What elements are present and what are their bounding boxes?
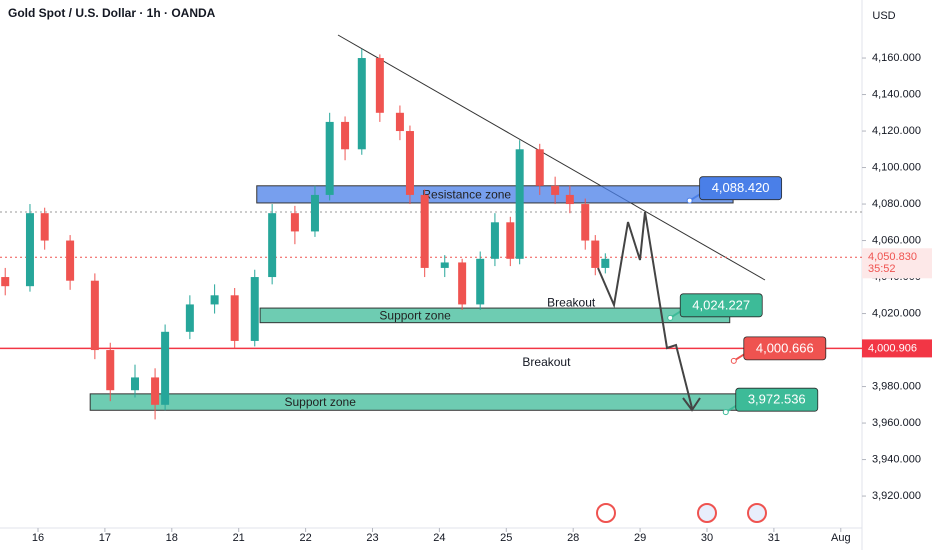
callout-label: 4,024.227 [692,297,750,312]
candle-body [131,377,140,391]
candle-body [341,121,350,150]
candle-body [591,240,600,268]
callout-box [679,293,763,318]
y-tick-label: 3,980.000 [872,380,921,392]
current-price-label: 4,050.830 [868,251,917,263]
trend-line [337,34,766,281]
y-tick-label: 4,060.000 [872,234,921,246]
y-tick-label: 3,920.000 [872,490,921,502]
candle-body [458,262,467,305]
callout-box [699,176,783,201]
candle-body [40,213,49,241]
zone-label: Support zone [284,395,356,409]
candle-body [565,194,574,205]
x-tick-label: 23 [366,532,378,544]
candle-body [601,258,610,268]
callout-box [743,336,827,361]
x-tick-label: 28 [567,532,579,544]
candle-body [551,185,560,195]
callout-dot [722,409,729,416]
currency-label: USD [872,10,895,22]
callout-box [735,387,819,412]
candle-body [325,121,334,195]
candle-body [476,258,485,305]
candle-body [185,304,194,332]
event-icon[interactable] [697,503,717,523]
candle-body [490,222,499,259]
level-price-box [862,339,932,358]
y-tick-label: 3,940.000 [872,453,921,465]
y-tick-label: 4,120.000 [872,125,921,137]
x-tick-label: 17 [99,532,111,544]
candle-body [357,58,366,150]
y-tick-label: 4,140.000 [872,88,921,100]
zone [259,307,731,324]
callout-label: 4,088.420 [712,180,770,195]
y-tick-label: 4,020.000 [872,307,921,319]
candle-body [395,112,404,132]
candle-body [515,149,524,259]
candle-body [506,222,515,259]
x-tick-label: 24 [433,532,445,544]
candle-body [210,295,219,305]
candle-body [25,213,34,287]
candle-body [230,295,239,341]
candle-body [535,149,544,186]
projection-arrow [682,397,701,412]
x-tick-label: 31 [768,532,780,544]
candle-body [420,194,429,268]
candle-body [66,240,75,281]
y-tick-label: 4,160.000 [872,52,921,64]
event-icon[interactable] [747,503,767,523]
x-tick-label: Aug [831,532,851,544]
candle-body [405,131,414,195]
zone [89,393,743,411]
candle-body [1,277,10,287]
note: Breakout [522,355,571,369]
callout-dot [686,197,693,204]
chart-title: Gold Spot / U.S. Dollar · 1h · OANDA [8,6,216,20]
current-price-box [862,248,932,279]
y-tick-label: 4,100.000 [872,161,921,173]
x-tick-label: 29 [634,532,646,544]
candle-body [290,213,299,232]
candle-body [268,213,277,278]
countdown-label: 35:52 [868,263,896,275]
x-tick-label: 18 [166,532,178,544]
candle-body [106,350,115,391]
y-tick-label: 4,080.000 [872,198,921,210]
candle-body [250,277,259,341]
x-tick-label: 16 [32,532,44,544]
callout-dot [667,314,674,321]
level-price-label: 4,000.906 [868,342,917,354]
candle-body [90,280,99,351]
zone-label: Resistance zone [422,188,511,202]
x-tick-label: 25 [500,532,512,544]
x-tick-label: 21 [233,532,245,544]
x-tick-label: 30 [701,532,713,544]
callout-dot [730,357,737,364]
candle-body [581,204,590,241]
y-tick-label: 3,960.000 [872,417,921,429]
candle-body [375,58,384,113]
callout-label: 4,000.666 [756,340,814,355]
zone-label: Support zone [379,309,451,323]
candle-body [440,262,449,268]
projection-path [597,211,693,409]
candle-body [310,194,319,232]
candle-body [161,331,170,405]
event-icon[interactable] [596,503,616,523]
candle-body [151,377,160,405]
x-tick-label: 22 [299,532,311,544]
callout-label: 3,972.536 [748,392,806,407]
note: Breakout [547,296,596,310]
